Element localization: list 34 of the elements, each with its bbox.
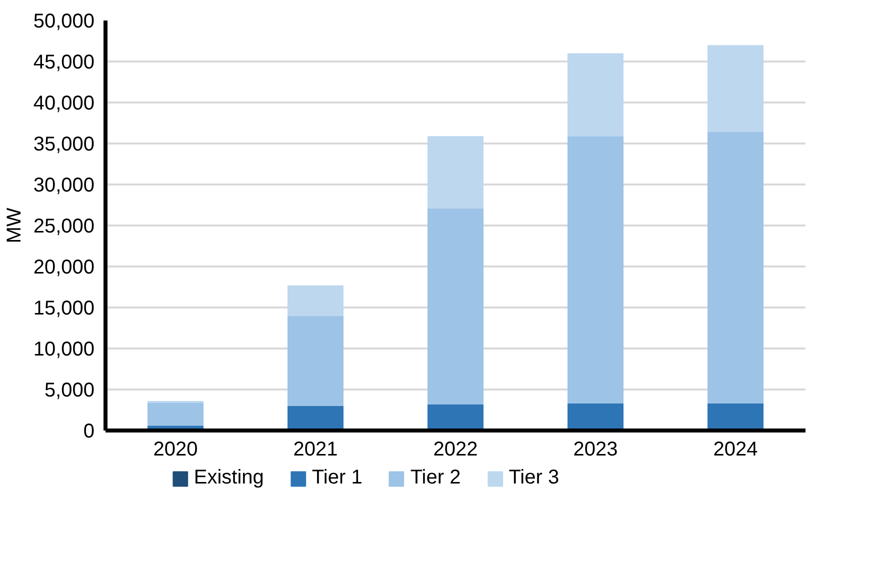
bar (428, 404, 484, 430)
y-tick-label: 5,000 (44, 380, 95, 402)
y-tick-label: 30,000 (33, 174, 94, 196)
bar (148, 402, 204, 426)
y-tick-label: 20,000 (33, 256, 94, 278)
bar (288, 406, 344, 430)
bar (708, 45, 764, 132)
legend-label: Tier 2 (410, 466, 461, 490)
y-tick-label: 15,000 (33, 298, 94, 320)
y-tick-label: 40,000 (33, 92, 94, 114)
x-tick-label: 2022 (433, 438, 478, 460)
y-tick-label: 25,000 (33, 216, 94, 238)
x-tick-label: 2020 (153, 438, 198, 460)
legend-label: Tier 3 (508, 466, 560, 490)
x-tick-label: 2024 (713, 438, 758, 460)
bar (428, 136, 484, 208)
bar (428, 208, 484, 404)
y-tick-label: 50,000 (33, 10, 94, 32)
bar (568, 403, 624, 430)
bar (568, 53, 624, 136)
y-tick-label: 35,000 (33, 134, 94, 156)
y-tick-label: 0 (83, 420, 94, 442)
bar (288, 316, 344, 406)
bar (288, 285, 344, 316)
y-tick-label: 10,000 (33, 338, 94, 360)
x-tick-label: 2023 (573, 438, 618, 460)
legend-label: Tier 1 (312, 466, 362, 490)
legend-label: Existing (194, 466, 264, 490)
bar (708, 403, 764, 430)
x-tick-label: 2021 (293, 438, 338, 460)
y-axis-title: MW (3, 208, 26, 244)
bar (708, 132, 764, 404)
bar (568, 136, 624, 404)
y-tick-label: 45,000 (33, 52, 94, 74)
